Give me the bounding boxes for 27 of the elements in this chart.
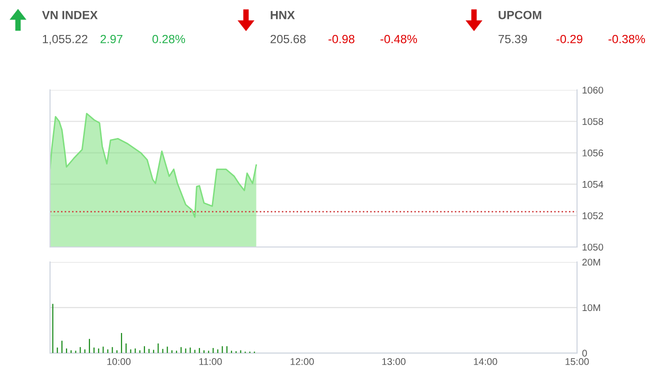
data-label: -0.48% — [380, 34, 417, 44]
y-tick-label: 10M — [582, 304, 600, 312]
data-label: 2.97 — [100, 34, 122, 44]
data-label: 0.28% — [152, 34, 186, 44]
data-label: -0.29 — [556, 34, 582, 44]
y-tick-label: 1052 — [582, 212, 604, 220]
text: 1,055.22 — [42, 34, 88, 45]
x-tick-label: 14:00 — [474, 358, 498, 366]
category-label: UPCOM — [498, 10, 542, 20]
x-tick-label: 13:00 — [382, 358, 406, 366]
text: 205.68 — [270, 34, 306, 44]
x-tick-label: 12:00 — [290, 358, 314, 366]
y-tick-label: 0 — [582, 350, 587, 357]
y-tick-label: 1060 — [582, 86, 604, 94]
data-label: -0.98 — [328, 34, 354, 44]
y-tick-label: 1054 — [582, 180, 604, 188]
category-label: VN INDEX — [42, 10, 98, 20]
y-tick-label: 1058 — [582, 118, 604, 125]
x-tick-label: 11:00 — [199, 358, 222, 366]
y-tick-label: 1056 — [582, 150, 604, 156]
text: 75.39 — [498, 34, 527, 44]
x-tick-label: 15:00 — [566, 358, 589, 366]
y-tick-label: 20M — [582, 258, 600, 266]
data-label: -0.38% — [608, 34, 645, 44]
y-tick-label: 1050 — [582, 244, 604, 251]
category-label: HNX — [270, 10, 295, 20]
x-tick-label: 10:00 — [107, 358, 131, 366]
